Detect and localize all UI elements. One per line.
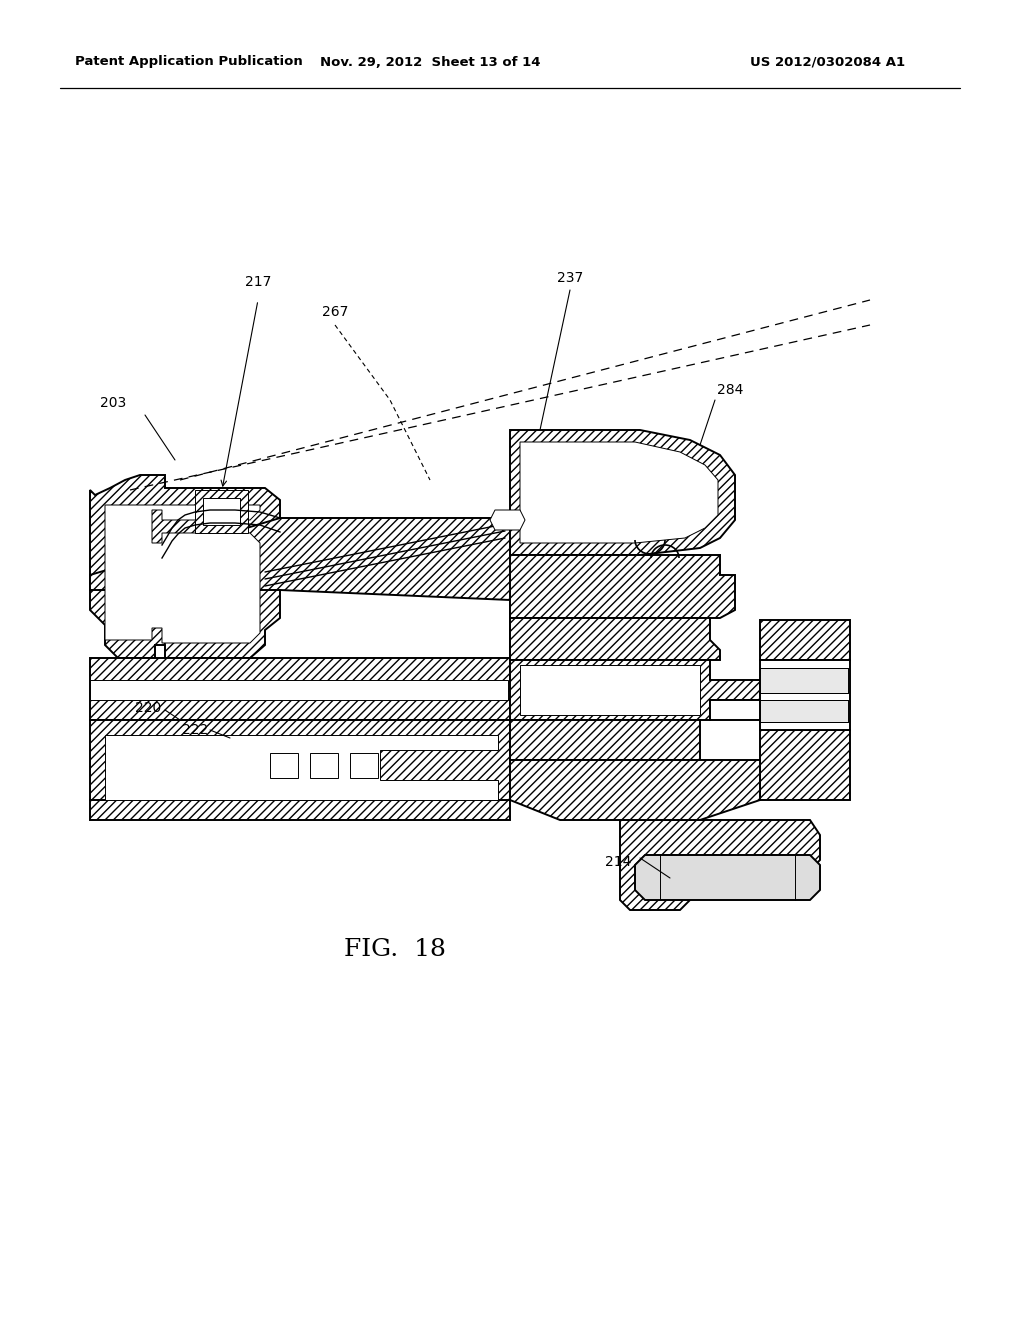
Polygon shape xyxy=(90,800,510,820)
Text: 220: 220 xyxy=(135,701,161,715)
Polygon shape xyxy=(105,506,260,643)
Text: 214: 214 xyxy=(605,855,631,869)
Polygon shape xyxy=(90,657,560,719)
Polygon shape xyxy=(490,510,525,531)
Polygon shape xyxy=(760,700,848,722)
Text: 222: 222 xyxy=(182,723,208,737)
Text: US 2012/0302084 A1: US 2012/0302084 A1 xyxy=(750,55,905,69)
Polygon shape xyxy=(90,517,560,657)
Polygon shape xyxy=(760,660,850,730)
Polygon shape xyxy=(270,752,298,777)
Polygon shape xyxy=(203,498,240,525)
Polygon shape xyxy=(510,430,735,554)
Polygon shape xyxy=(510,760,760,820)
Text: FIG.  18: FIG. 18 xyxy=(344,939,445,961)
Polygon shape xyxy=(350,752,378,777)
Text: 284: 284 xyxy=(717,383,743,397)
Polygon shape xyxy=(90,680,508,700)
Polygon shape xyxy=(510,719,700,760)
Polygon shape xyxy=(90,475,280,657)
Polygon shape xyxy=(620,820,820,909)
Polygon shape xyxy=(510,660,760,719)
Text: Nov. 29, 2012  Sheet 13 of 14: Nov. 29, 2012 Sheet 13 of 14 xyxy=(319,55,541,69)
Polygon shape xyxy=(310,752,338,777)
Polygon shape xyxy=(90,719,510,800)
Polygon shape xyxy=(510,618,720,660)
Polygon shape xyxy=(760,620,850,660)
Polygon shape xyxy=(710,700,810,730)
Polygon shape xyxy=(760,668,848,693)
Polygon shape xyxy=(635,855,820,900)
Text: 217: 217 xyxy=(245,275,271,289)
Polygon shape xyxy=(520,665,700,715)
Text: 267: 267 xyxy=(322,305,348,319)
Polygon shape xyxy=(105,735,498,800)
Polygon shape xyxy=(510,554,735,618)
Polygon shape xyxy=(195,490,248,533)
Text: 203: 203 xyxy=(100,396,126,411)
Text: Patent Application Publication: Patent Application Publication xyxy=(75,55,303,69)
Polygon shape xyxy=(520,442,718,543)
Polygon shape xyxy=(760,730,850,800)
Text: 237: 237 xyxy=(557,271,583,285)
